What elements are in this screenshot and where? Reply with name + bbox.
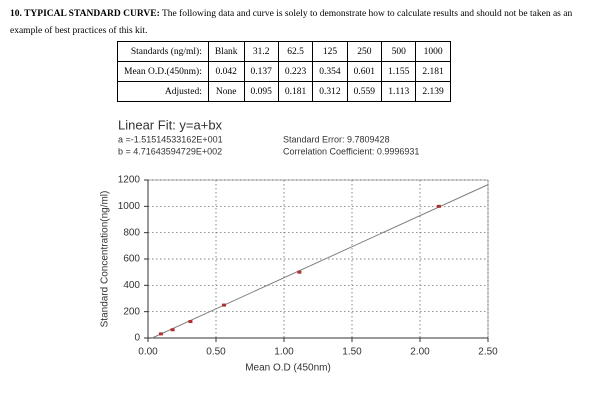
table-cell: 1.155 [381,61,417,82]
y-tick-label: 800 [123,227,140,238]
table-cell: 125 [312,41,348,62]
annotation: Standard Error: 9.7809428 [283,134,390,144]
table-cell: 62.5 [277,41,314,62]
x-tick-label: 0.00 [138,347,158,358]
y-axis-label: Standard Concentration(ng/ml) [100,191,111,328]
table-row: Adjusted: None 0.095 0.181 0.312 0.559 1.113 2.… [117,81,451,102]
row-label: Adjusted: [117,81,209,102]
table-cell: 0.559 [346,81,383,102]
table-cell: 0.137 [243,61,279,82]
heading-text: The following data and curve is solely t… [10,9,573,36]
table-cell: 250 [346,41,383,62]
y-tick-label: 1200 [118,175,141,186]
x-tick-label: 2.50 [478,347,498,358]
point [297,270,302,274]
annotation: b = 4.71643594729E+002 [118,146,222,156]
y-tick-label: 1000 [118,201,141,212]
table-cell: 0.354 [312,61,348,82]
heading: 10. TYPICAL STANDARD CURVE: The followin… [10,6,590,40]
x-tick-label: 2.00 [410,347,430,358]
x-tick-label: 1.50 [342,347,362,358]
table-cell: 2.181 [415,61,451,82]
x-tick-label: 1.00 [274,347,294,358]
table-cell: 0.601 [346,61,383,82]
table-cell: 0.181 [277,81,314,102]
data-table: Standards (ng/ml): Blank 31.2 62.5 125 250 500… [117,41,451,102]
table-cell: 1.113 [381,81,417,102]
table-cell: 0.042 [207,61,245,82]
table-cell: 0.312 [312,81,348,102]
y-tick-label: 200 [123,306,140,317]
chart-title: Linear Fit: y=a+bx [118,117,223,132]
table-cell: 31.2 [243,41,279,62]
fit-line [151,184,489,339]
row-label: Standards (ng/ml): [117,41,209,62]
annotation: a =-1.51514533162E+001 [118,134,223,144]
table-row: Mean O.D.(450nm): 0.042 0.137 0.223 0.354 0.6… [117,61,451,82]
point [222,303,227,307]
point [158,332,163,336]
annotation: Correlation Coefficient: 0.9996931 [283,146,419,156]
point [436,204,441,208]
row-label: Mean O.D.(450nm): [117,61,209,82]
x-axis-label: Mean O.D (450nm) [245,363,331,374]
table-row: Standards (ng/ml): Blank 31.2 62.5 125 250 500… [117,41,451,62]
x-tick-label: 0.50 [206,347,226,358]
chart: Linear Fit: y=a+bx a =-1.51514533162E+001… [100,117,499,374]
heading-title: 10. TYPICAL STANDARD CURVE: [10,9,160,19]
point [188,320,193,324]
table-cell: 500 [381,41,417,62]
table-cell: Blank [207,41,245,62]
table-cell: 2.139 [415,81,451,102]
table-cell: 1000 [415,41,451,62]
table-cell: 0.095 [243,81,279,102]
y-tick-label: 400 [123,280,140,291]
y-tick-label: 600 [123,254,140,265]
y-tick-label: 0 [134,333,140,344]
point [170,328,175,332]
table-cell: None [207,81,245,102]
table-cell: 0.223 [277,61,314,82]
